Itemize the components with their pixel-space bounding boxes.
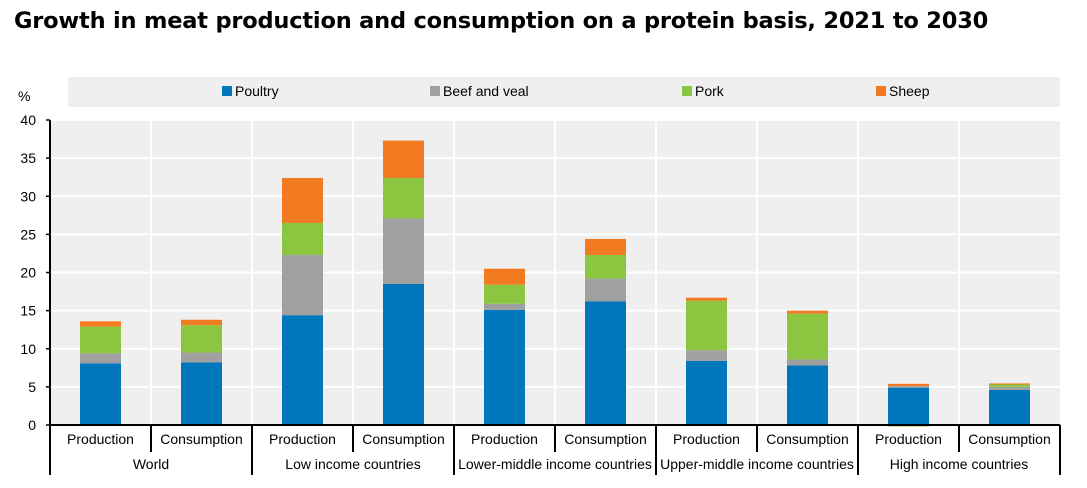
bar-beef-and-veal-production: [282, 254, 323, 316]
bar-beef-and-veal-consumption: [383, 218, 424, 284]
x-tick-label: Consumption: [160, 431, 243, 447]
y-tick-label: 0: [28, 417, 36, 433]
legend-swatch-beef-and-veal: [430, 86, 440, 96]
y-tick-label: 25: [20, 226, 36, 242]
bar-sheep-consumption: [989, 383, 1030, 385]
bar-sheep-production: [282, 177, 323, 223]
y-tick-label: 5: [28, 379, 36, 395]
x-tick-label: Production: [673, 431, 740, 447]
group-label: Lower-middle income countries: [458, 456, 652, 472]
bar-poultry-consumption: [787, 365, 828, 425]
y-tick-label: 40: [20, 112, 36, 128]
x-tick-label: Production: [471, 431, 538, 447]
bar-beef-and-veal-consumption: [989, 386, 1030, 390]
bar-pork-consumption: [383, 177, 424, 219]
legend-label: Beef and veal: [443, 83, 529, 99]
x-tick-label: Production: [269, 431, 336, 447]
y-tick-label: 10: [20, 341, 36, 357]
y-tick-label: 20: [20, 265, 36, 281]
bar-sheep-consumption: [383, 140, 424, 178]
bar-poultry-production: [80, 363, 121, 425]
x-tick-label: Consumption: [564, 431, 647, 447]
bar-poultry-consumption: [585, 301, 626, 425]
legend-swatch-poultry: [222, 86, 232, 96]
bar-beef-and-veal-production: [80, 353, 121, 364]
bar-beef-and-veal-consumption: [787, 359, 828, 366]
bar-beef-and-veal-production: [888, 386, 929, 388]
bar-beef-and-veal-production: [686, 350, 727, 361]
y-axis-label: %: [18, 88, 30, 104]
bar-pork-consumption: [181, 325, 222, 353]
bar-poultry-production: [282, 315, 323, 425]
bar-poultry-production: [484, 309, 525, 425]
bar-pork-production: [484, 284, 525, 304]
y-tick-label: 35: [20, 150, 36, 166]
legend-label: Pork: [695, 83, 725, 99]
x-tick-label: Consumption: [766, 431, 849, 447]
legend: [68, 77, 1060, 107]
x-tick-label: Consumption: [968, 431, 1051, 447]
bar-beef-and-veal-consumption: [181, 352, 222, 363]
bar-pork-consumption: [787, 313, 828, 360]
bar-poultry-production: [686, 360, 727, 425]
bar-sheep-consumption: [787, 310, 828, 314]
bar-pork-production: [80, 326, 121, 354]
bar-sheep-production: [888, 383, 929, 387]
group-label: High income countries: [890, 456, 1029, 472]
group-label: Upper-middle income countries: [660, 456, 854, 472]
bar-poultry-consumption: [383, 283, 424, 425]
x-tick-label: Consumption: [362, 431, 445, 447]
y-tick-label: 15: [20, 303, 36, 319]
legend-label: Sheep: [889, 83, 930, 99]
bar-poultry-consumption: [989, 389, 1030, 425]
bar-pork-production: [282, 222, 323, 255]
bar-sheep-consumption: [181, 319, 222, 326]
bar-sheep-consumption: [585, 238, 626, 255]
bar-sheep-production: [484, 268, 525, 285]
bar-beef-and-veal-production: [484, 303, 525, 310]
chart-title: Growth in meat production and consumptio…: [14, 8, 989, 34]
x-tick-label: Production: [875, 431, 942, 447]
legend-swatch-pork: [682, 86, 692, 96]
group-label: World: [133, 456, 169, 472]
bar-beef-and-veal-consumption: [585, 278, 626, 302]
x-tick-label: Production: [67, 431, 134, 447]
y-tick-label: 30: [20, 188, 36, 204]
legend-label: Poultry: [235, 83, 279, 99]
legend-swatch-sheep: [876, 86, 886, 96]
bar-poultry-consumption: [181, 362, 222, 425]
bar-poultry-production: [888, 387, 929, 425]
bar-pork-consumption: [989, 383, 1030, 387]
bar-sheep-production: [686, 297, 727, 301]
bar-pork-production: [686, 300, 727, 351]
bar-sheep-production: [80, 321, 121, 327]
group-label: Low income countries: [285, 456, 420, 472]
bar-pork-consumption: [585, 254, 626, 279]
